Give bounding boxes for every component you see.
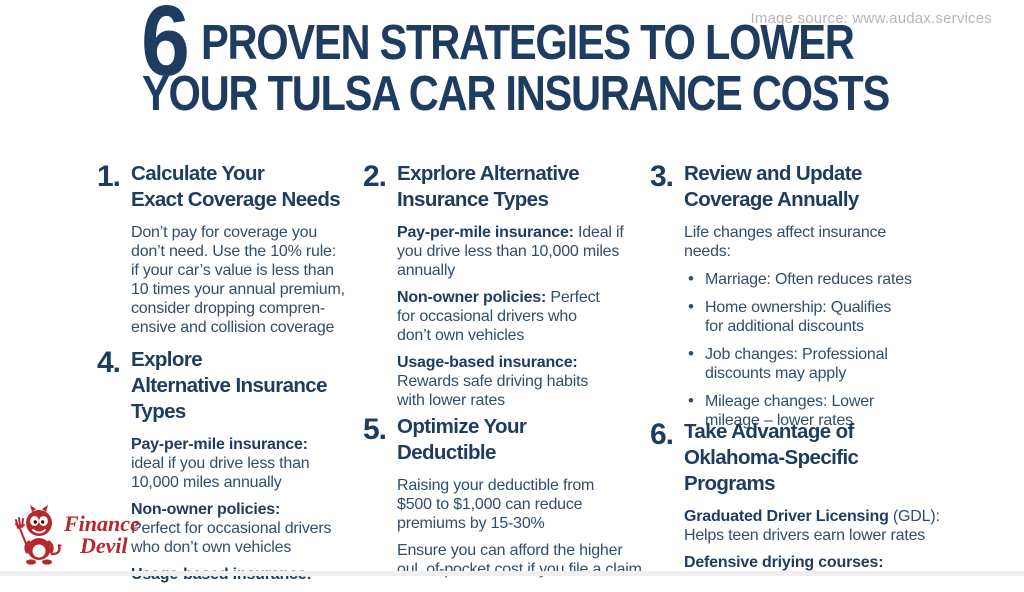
headline-big-number: 6 [141,0,190,97]
strategy-heading: Calculate Your Exact Coverage Needs [131,162,341,212]
strategy-content: Calculate Your Exact Coverage Needs Don’… [131,161,345,345]
list-item: Marriage: Often reduces rates [688,269,912,289]
list-item: Home ownership: Qualifies for additional… [688,297,912,336]
strategy-number: 2. [363,160,387,193]
finance-devil-logo: Finance Devil [14,504,140,566]
frame-edge-strip [0,571,1024,576]
paragraph-label: Graduated Driver Licensing [684,508,889,526]
strategy-paragraph: Usage-based insurance: Rewards safe driv… [397,353,624,410]
strategy-item-2: 2. Exprlore Alternative Insurance Types … [363,161,643,418]
headline-line1: PROVEN STRATEGIES TO LOWER [201,16,855,70]
headline-line2: YOUR TULSA CAR INSURANCE COSTS [142,67,890,121]
strategy-heading: Review and Update Coverage Annually [684,162,862,212]
paragraph-label: Non-owner policies: [131,501,281,519]
strategy-number: 1. [97,160,121,193]
paragraph-text: Don’t pay for coverage you don’t need. U… [131,224,345,337]
strategy-content: Review and Update Coverage Annually Life… [684,161,912,439]
strategy-content: Optimize Your Deductible Raising your de… [397,414,642,587]
strategy-item-6: 6. Take Advantage of Oklahoma-Specific P… [650,419,950,580]
paragraph-label: Pay-per-mile insurance: [131,436,308,454]
paragraph-label: Pay-per-mile insurance: [397,224,574,242]
strategy-number: 5. [363,413,387,446]
logo-text-line1: Finance [64,511,140,536]
strategy-heading: Take Advantage of Oklahoma-Specific Prog… [684,420,859,496]
strategy-item-1: 1. Calculate Your Exact Coverage Needs D… [97,161,362,345]
strategy-paragraph: Pay-per-mile insurance: Ideal if you dri… [397,223,624,280]
strategy-heading: Optimize Your Deductible [397,415,527,465]
strategy-number: 4. [97,346,121,379]
finance-devil-wordmark: Finance Devil [64,513,140,557]
list-item: Job changes: Professional discounts may … [688,344,912,383]
paragraph-text: Perfect for occasional drivers who don’t… [397,289,600,345]
strategy-number: 3. [650,160,674,193]
paragraph-text: ideal if you drive less than 10,000 mile… [131,455,310,492]
infographic-canvas: Image source: www.audax.services 6 PROVE… [0,0,1024,576]
strategy-paragraph: Defensive driying courses: [684,553,940,572]
life-changes-list: Marriage: Often reduces rates Home owner… [684,269,912,430]
image-source-attribution: Image source: www.audax.services [750,10,992,27]
strategy-item-3: 3. Review and Update Coverage Annually L… [650,161,940,439]
paragraph-label: Defensive driying courses: [684,554,884,572]
paragraph-text: (GDL): Helps teen drivers earn lower rat… [684,508,940,545]
strategy-item-4: 4. Explore Alternative Insurance Types P… [97,347,362,592]
finance-devil-mascot-icon [15,505,62,565]
paragraph-text: Perfect for occasional drivers who don’t… [131,520,332,557]
paragraph-label: Non-owner policies: [397,289,547,307]
strategy-content: Explore Alternative Insurance Types Pay-… [131,347,332,592]
strategy-paragraph: Non-owner policies: Perfect for occasion… [397,288,624,345]
paragraph-text: Raising your deductible from $500 to $1,… [397,477,595,533]
strategy-number: 6. [650,418,674,451]
strategy-paragraph: Non-owner policies: Perfect for occasion… [131,500,332,557]
paragraph-text: Rewards safe driving habits with lower r… [397,373,589,410]
strategy-content: Take Advantage of Oklahoma-Specific Prog… [684,419,940,580]
strategy-item-5: 5. Optimize Your Deductible Raising your… [363,414,653,587]
strategy-paragraph: Don’t pay for coverage you don’t need. U… [131,223,345,337]
strategy-paragraph: Pay-per-mile insurance: ideal if you dri… [131,435,331,492]
paragraph-label: Usage-based insurance: [397,354,578,372]
strategy-paragraph: Graduated Driver Licensing (GDL): Helps … [684,507,940,545]
paragraph-text: Ideal if you drive less than 10,000 mile… [397,224,624,280]
strategy-heading: Exprlore Alternative Insurance Types [397,162,580,212]
list-item: Mileage changes: Lower mileage – lower r… [688,391,912,430]
strategy-paragraph: Raising your deductible from $500 to $1,… [397,476,642,533]
strategy-content: Exprlore Alternative Insurance Types Pay… [397,161,624,418]
logo-text-line2: Devil [80,533,128,558]
strategy-heading: Explore Alternative Insurance Types [131,348,328,424]
strategy-intro: Life changes affect insurance needs: [684,224,887,261]
